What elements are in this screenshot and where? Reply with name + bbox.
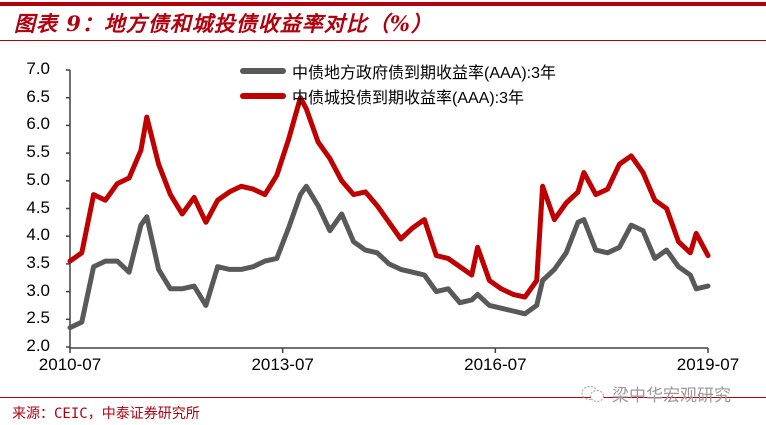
x-tick-label: 2016-07 [464,355,527,374]
y-tick-label: 7.0 [26,59,50,78]
title-rule [0,40,766,41]
y-tick-label: 4.5 [26,197,50,217]
legend-item-local-gov-bond: 中债地方政府债到期收益率(AAA):3年 [240,58,556,83]
y-tick-label: 2.5 [26,308,50,328]
y-tick-label: 3.0 [26,280,50,300]
y-tick-label: 6.0 [26,114,50,134]
bottom-rule [0,397,766,398]
legend-swatch-gray [240,67,286,74]
chart-title: 图表 9：地方债和城投债收益率对比（%） [14,11,433,36]
legend-label: 中债城投债到期收益率(AAA):3年 [292,89,525,107]
watermark: 梁中华宏观研究 [580,381,731,406]
top-rule [0,2,766,6]
series-local-gov-bond-line [67,183,711,331]
x-axis [69,347,709,353]
y-tick-label: 5.5 [26,142,50,162]
legend-swatch-red [240,92,286,99]
series-urban-investment-bond-line [67,95,711,300]
x-tick-label: 2013-07 [251,355,314,374]
y-tick-label: 4.0 [26,225,50,245]
y-tick-label: 6.5 [26,86,50,106]
y-tick-label: 3.5 [26,252,50,272]
legend-label: 中债地方政府债到期收益率(AAA):3年 [292,64,557,82]
watermark-text: 梁中华宏观研究 [612,386,731,405]
x-tick-label: 2019-07 [676,355,740,374]
y-tick-label: 5.0 [26,169,50,189]
wechat-icon [581,385,605,402]
legend: 中债地方政府债到期收益率(AAA):3年 中债城投债到期收益率(AAA):3年 [240,58,556,108]
x-tick-label: 2010-07 [38,355,102,374]
y-tick-label: 2.0 [26,336,50,355]
legend-item-urban-investment-bond: 中债城投债到期收益率(AAA):3年 [240,83,556,108]
y-axis [66,69,71,348]
source-note: 来源：CEIC，中泰证券研究所 [12,406,200,422]
